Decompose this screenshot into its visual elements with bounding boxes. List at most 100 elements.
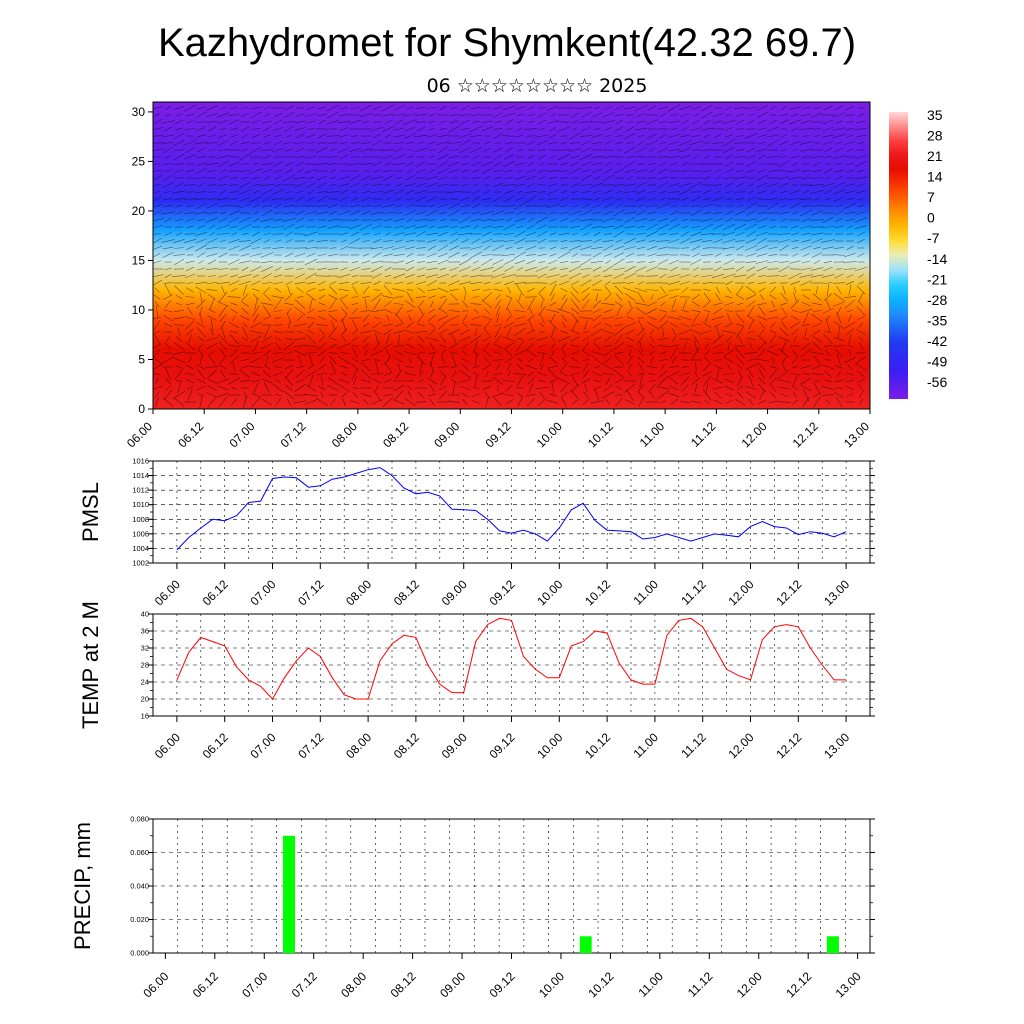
wind-arrow	[207, 369, 217, 379]
wind-arrow	[703, 176, 711, 180]
wind-arrow	[165, 367, 171, 381]
wind-arrow	[778, 369, 790, 379]
wind-arrow	[318, 156, 326, 158]
wind-arrow	[603, 190, 613, 194]
wind-arrow	[221, 285, 225, 295]
wind-arrow	[263, 364, 271, 370]
wind-arrow	[613, 342, 625, 350]
wind-arrow	[799, 274, 813, 278]
wind-arrow	[416, 169, 426, 173]
wind-arrow	[383, 323, 393, 327]
wind-arrow	[228, 119, 240, 125]
wind-arrow	[725, 127, 733, 131]
wind-arrow	[671, 336, 677, 342]
wind-arrow	[703, 309, 711, 313]
wind-arrow	[858, 301, 864, 307]
wind-arrow	[768, 254, 778, 256]
wind-arrow	[669, 377, 679, 385]
wind-arrow	[394, 390, 404, 400]
wind-arrow	[846, 233, 854, 235]
wind-arrow	[153, 260, 162, 264]
wind-arrow	[284, 292, 294, 302]
y-tick-label: 32	[141, 644, 149, 653]
wind-arrow	[415, 211, 427, 215]
wind-arrow	[426, 260, 438, 264]
wind-arrow	[317, 253, 327, 257]
wind-arrow	[836, 312, 842, 324]
wind-arrow	[515, 197, 525, 201]
wind-arrow	[415, 281, 427, 285]
wind-arrow	[559, 177, 569, 179]
wind-arrow	[404, 372, 416, 376]
wind-arrow	[582, 369, 590, 379]
wind-arrow	[613, 209, 625, 217]
wind-arrow	[859, 398, 863, 406]
wind-arrow	[846, 393, 854, 397]
wind-arrow	[538, 380, 546, 382]
wind-arrow	[172, 391, 186, 399]
wind-arrow	[560, 330, 568, 334]
wind-arrow	[702, 322, 712, 328]
wind-arrow	[218, 183, 228, 187]
wind-arrow	[216, 233, 230, 235]
wind-arrow	[758, 287, 766, 293]
wind-arrow	[756, 148, 768, 152]
wind-arrow	[187, 334, 193, 344]
wind-arrow	[252, 231, 260, 237]
wind-arrow	[164, 300, 172, 308]
wind-arrow	[373, 289, 381, 291]
wind-arrow	[251, 106, 261, 110]
wind-arrow	[240, 197, 250, 201]
wind-arrow	[305, 156, 317, 158]
wind-arrow	[668, 191, 680, 193]
wind-arrow	[591, 168, 603, 174]
wind-arrow	[637, 333, 645, 345]
wind-arrow	[372, 169, 382, 173]
wind-arrow	[844, 203, 856, 209]
wind-arrow	[461, 128, 469, 130]
wind-arrow	[858, 291, 864, 303]
wind-arrow	[393, 254, 405, 256]
wind-arrow	[155, 304, 159, 318]
wind-arrow	[481, 219, 493, 221]
wind-arrow	[177, 382, 181, 394]
wind-arrow	[560, 371, 568, 377]
wind-arrow	[459, 370, 471, 378]
wind-arrow	[326, 135, 340, 137]
wind-arrow	[184, 273, 196, 279]
wind-arrow	[638, 281, 644, 285]
wind-arrow	[164, 105, 172, 111]
wind-arrow	[615, 191, 623, 193]
wind-arrow	[602, 265, 614, 273]
wind-arrow	[205, 141, 219, 145]
colorbar-label: -49	[927, 353, 947, 369]
wind-arrow	[198, 260, 204, 264]
wind-arrow	[527, 114, 535, 116]
wind-arrow	[526, 397, 536, 407]
wind-arrow	[527, 121, 535, 123]
wind-arrow	[758, 368, 766, 380]
wind-arrow	[645, 119, 659, 125]
wind-arrow	[646, 365, 658, 369]
wind-arrow	[305, 370, 317, 378]
wind-arrow	[756, 182, 768, 188]
wind-arrow	[802, 373, 810, 375]
wind-arrow	[262, 370, 272, 378]
wind-arrow	[375, 333, 379, 345]
wind-arrow	[197, 225, 205, 229]
wind-arrow	[769, 294, 777, 300]
wind-arrow	[791, 232, 799, 236]
wind-arrow	[712, 113, 724, 117]
wind-arrow	[801, 170, 811, 172]
wind-arrow	[692, 252, 700, 258]
wind-arrow	[505, 297, 513, 311]
wind-arrow	[848, 333, 852, 345]
wind-arrow	[206, 342, 218, 350]
wind-arrow	[624, 293, 636, 301]
wind-arrow	[770, 106, 776, 110]
wind-arrow	[208, 149, 216, 151]
wind-arrow	[284, 252, 294, 258]
wind-arrow	[800, 365, 812, 369]
wind-arrow	[404, 175, 416, 181]
wind-arrow	[408, 357, 412, 363]
